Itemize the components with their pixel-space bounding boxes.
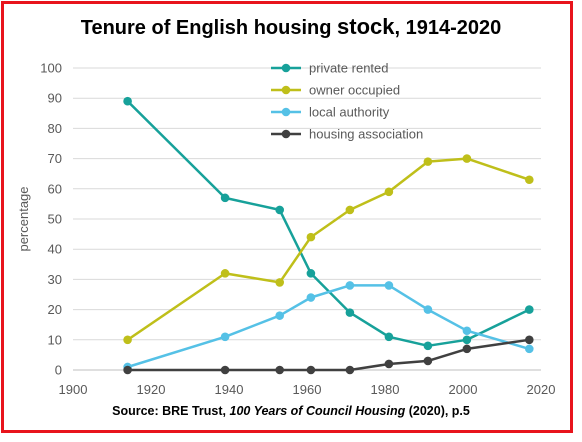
legend-label-private-rented: private rented bbox=[309, 61, 389, 76]
x-tick-label-2020: 2020 bbox=[527, 382, 556, 397]
data-point-private-rented-1953 bbox=[275, 205, 285, 215]
series-group bbox=[123, 96, 534, 375]
data-point-owner-occupied-2017 bbox=[525, 175, 534, 185]
data-point-local-authority-1953 bbox=[275, 311, 285, 320]
y-tick-label-10: 10 bbox=[48, 332, 62, 347]
y-tick-label-40: 40 bbox=[48, 242, 62, 257]
x-axis-ticks: 1900 1920 1940 1960 1980 2000 2020 bbox=[59, 382, 556, 397]
x-tick-label-1940: 1940 bbox=[215, 382, 244, 397]
legend-label-owner-occupied: owner occupied bbox=[309, 83, 400, 98]
legend-item-private-rented: private rented bbox=[271, 61, 389, 76]
x-tick-label-1980: 1980 bbox=[371, 382, 400, 397]
title-part-2: stock bbox=[337, 14, 395, 39]
chart-title: Tenure of English housing stock, 1914-20… bbox=[0, 14, 582, 40]
legend-item-owner-occupied: owner occupied bbox=[271, 83, 400, 98]
y-tick-label-50: 50 bbox=[48, 212, 62, 227]
x-tick-label-1920: 1920 bbox=[137, 382, 166, 397]
source-book-title: 100 Years of Council Housing bbox=[229, 404, 406, 418]
legend-swatch-marker bbox=[281, 129, 291, 139]
legend-label-local-authority: local authority bbox=[309, 105, 390, 120]
y-tick-label-70: 70 bbox=[48, 151, 62, 166]
y-tick-label-80: 80 bbox=[48, 121, 62, 136]
series-local-authority bbox=[123, 281, 534, 372]
series-line-housing-association bbox=[127, 338, 530, 372]
data-point-housing-association-1971 bbox=[345, 365, 355, 375]
data-point-local-authority-1991 bbox=[423, 305, 433, 314]
data-point-private-rented-1961 bbox=[306, 269, 316, 278]
data-point-private-rented-1914 bbox=[123, 96, 132, 106]
title-part-3: , 1914-2020 bbox=[394, 17, 502, 39]
data-point-owner-occupied-1991 bbox=[423, 157, 433, 166]
data-point-local-authority-1981 bbox=[384, 281, 394, 290]
legend-label-housing-association: housing association bbox=[309, 127, 423, 142]
data-point-owner-occupied-1961 bbox=[306, 232, 316, 242]
data-point-local-authority-1961 bbox=[306, 293, 316, 302]
legend-item-local-authority: local authority bbox=[271, 105, 390, 120]
series-private-rented bbox=[123, 96, 534, 351]
data-point-housing-association-1939 bbox=[220, 365, 230, 375]
y-tick-label-30: 30 bbox=[48, 272, 62, 287]
y-tick-label-100: 100 bbox=[40, 61, 62, 76]
y-tick-label-0: 0 bbox=[55, 363, 62, 378]
series-housing-association bbox=[123, 335, 534, 375]
legend-swatch-marker bbox=[281, 107, 291, 117]
data-point-private-rented-1939 bbox=[220, 193, 230, 203]
data-point-owner-occupied-1914 bbox=[123, 335, 132, 345]
data-point-owner-occupied-1981 bbox=[384, 187, 394, 197]
data-point-private-rented-1991 bbox=[423, 341, 433, 351]
data-point-private-rented-1971 bbox=[345, 308, 355, 317]
data-point-owner-occupied-1953 bbox=[275, 278, 285, 287]
data-point-housing-association-2001 bbox=[462, 344, 472, 354]
data-point-housing-association-1914 bbox=[123, 365, 132, 375]
legend-swatch-marker bbox=[281, 63, 291, 73]
x-tick-label-1900: 1900 bbox=[59, 382, 88, 397]
y-axis-ticks: 0 10 20 30 40 50 60 70 80 90 100 bbox=[40, 61, 62, 378]
chart-frame bbox=[1, 1, 573, 433]
legend-item-housing-association: housing association bbox=[271, 127, 423, 142]
data-point-housing-association-1961 bbox=[306, 365, 316, 375]
x-tick-label-2000: 2000 bbox=[449, 382, 478, 397]
source-caption: Source: BRE Trust, 100 Years of Council … bbox=[0, 404, 582, 418]
source-prefix: Source: BRE Trust, bbox=[112, 404, 230, 418]
series-owner-occupied bbox=[123, 154, 534, 345]
data-point-local-authority-1939 bbox=[220, 332, 230, 342]
data-point-housing-association-1981 bbox=[384, 359, 394, 369]
data-point-private-rented-2001 bbox=[462, 335, 472, 345]
title-part-1: Tenure of English housing bbox=[80, 17, 338, 39]
data-point-local-authority-2017 bbox=[525, 344, 534, 354]
y-axis-label: percentage bbox=[16, 186, 31, 251]
data-point-owner-occupied-1971 bbox=[345, 205, 355, 215]
y-tick-label-60: 60 bbox=[48, 181, 62, 196]
data-point-local-authority-2001 bbox=[462, 326, 472, 336]
legend-swatch-marker bbox=[281, 85, 291, 95]
source-suffix: (2020), p.5 bbox=[405, 404, 470, 418]
legend: private rented owner occupied local author… bbox=[271, 61, 423, 142]
data-point-housing-association-1991 bbox=[423, 356, 433, 366]
data-point-housing-association-2017 bbox=[525, 335, 534, 345]
x-tick-label-1960: 1960 bbox=[293, 382, 322, 397]
data-point-owner-occupied-1939 bbox=[220, 269, 230, 278]
y-tick-label-20: 20 bbox=[48, 302, 62, 317]
data-point-private-rented-2017 bbox=[525, 305, 534, 314]
data-point-private-rented-1981 bbox=[384, 332, 394, 342]
y-tick-label-90: 90 bbox=[48, 91, 62, 106]
data-point-owner-occupied-2001 bbox=[462, 154, 472, 163]
data-point-local-authority-1971 bbox=[345, 281, 355, 290]
data-point-housing-association-1953 bbox=[275, 365, 285, 375]
